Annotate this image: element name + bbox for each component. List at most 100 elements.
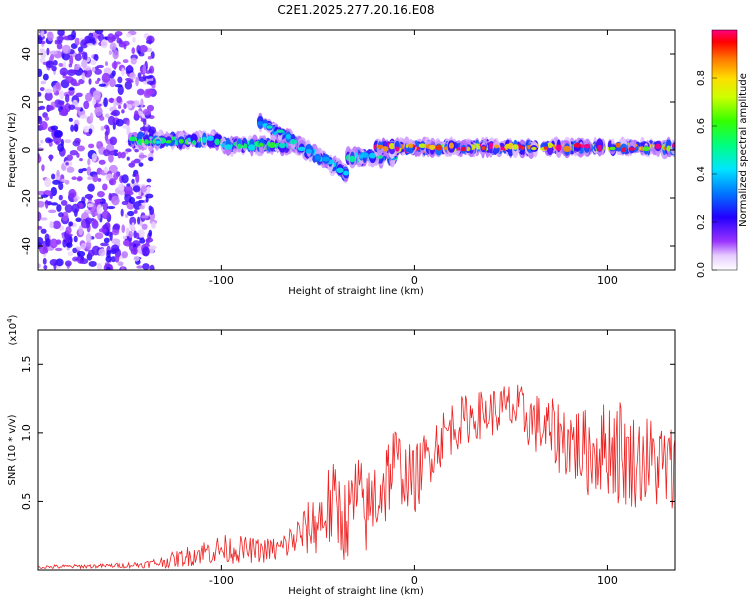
spectrogram-noise-blob [145, 70, 151, 74]
spectrogram-noise-blob [117, 261, 124, 267]
spectrogram-noise-blob [66, 242, 73, 248]
spectrogram-noise-blob [102, 202, 109, 212]
spectrogram-noise-blob [99, 115, 105, 121]
spectrogram-ridge-blob [278, 142, 286, 149]
spectrogram-noise-blob [142, 246, 150, 257]
spectrogram-noise-blob [44, 88, 53, 94]
spectrogram-ridge-blob [435, 144, 442, 151]
spectrogram-ridge-blob [289, 138, 298, 145]
spectrogram-noise-blob [80, 242, 86, 250]
y-tick-label: 1.5 [20, 356, 33, 374]
spectrogram-noise-blob [131, 160, 136, 166]
spectrogram-noise-blob [49, 238, 58, 249]
spectrogram-noise-blob [39, 57, 46, 64]
spectrogram-ridge-blob [266, 125, 273, 129]
y-tick-label: -40 [20, 237, 33, 255]
spectrogram-noise-blob [141, 223, 148, 230]
spectrogram-noise-blob [138, 199, 145, 204]
spectrogram-ridge-blob [408, 143, 414, 149]
spectrogram-noise-blob [88, 128, 93, 135]
spectrogram-noise-blob [109, 78, 116, 88]
spectrogram-noise-blob [127, 64, 132, 71]
spectrogram-noise-blob [102, 183, 108, 191]
spectrogram-ridge-blob [192, 140, 197, 146]
x-tick-label: -100 [209, 574, 234, 587]
spectrogram-noise-blob [132, 185, 141, 193]
spectrogram-noise-blob [126, 79, 134, 84]
spectrogram-noise-blob [104, 61, 109, 67]
spectrogram-ridge-blob [285, 133, 291, 140]
spectrogram-noise-blob [65, 226, 72, 235]
spectrogram-noise-blob [148, 156, 154, 162]
spectrogram-noise-blob [46, 105, 54, 111]
spectrogram-ridge-blob [214, 138, 220, 146]
spectrogram-noise-blob [76, 145, 85, 152]
spectrogram-noise-blob [100, 125, 105, 131]
spectrogram-noise-blob [68, 63, 73, 68]
snr-x-axis-label: Height of straight line (km) [288, 586, 424, 597]
spectrogram-chart: -100 0 100 -40 -20 0 20 40 Height of straight … [7, 29, 749, 297]
spectrogram-noise-blob [106, 205, 116, 210]
y-tick-label: 40 [20, 47, 33, 61]
spectrogram-noise-blob [38, 263, 41, 269]
spectrogram-noise-blob [107, 33, 115, 43]
spectrogram-noise-blob [145, 238, 150, 245]
spectrogram-noise-blob [125, 148, 132, 153]
spectrogram-noise-blob [59, 90, 65, 100]
spectrogram-noise-blob [108, 192, 113, 201]
spectrogram-noise-blob [54, 39, 59, 45]
spectrogram-noise-blob [65, 93, 70, 103]
spectrogram-ridge-blob [395, 146, 400, 152]
spectrogram-noise-blob [142, 64, 147, 74]
spectrogram-noise-blob [38, 91, 42, 97]
spectrogram-ridge-blob [276, 129, 284, 134]
spectrogram-noise-blob [68, 188, 77, 199]
spectrogram-noise-blob [46, 47, 50, 56]
spectrogram-noise-blob [137, 72, 142, 79]
spectrogram-ridge-blob [494, 144, 500, 149]
spectrogram-noise-blob [123, 43, 127, 50]
spectrogram-noise-blob [117, 85, 124, 96]
spectrogram-noise-blob [111, 244, 120, 253]
spectrogram-noise-blob [80, 39, 89, 49]
spectrogram-noise-blob [103, 149, 111, 157]
spectrogram-noise-blob [96, 64, 104, 69]
spectrogram-noise-blob [64, 102, 71, 113]
spectrogram-noise-blob [93, 53, 99, 62]
x-tick-label: 100 [597, 574, 618, 587]
spectrogram-noise-blob [67, 251, 74, 257]
spectrogram-noise-blob [145, 40, 153, 44]
spectrogram-ridge-blob [349, 155, 356, 163]
spectrogram-noise-blob [60, 199, 68, 206]
spectrogram-noise-blob [53, 99, 63, 108]
spectrogram-noise-blob [43, 265, 48, 270]
spectrogram-noise-blob [86, 166, 92, 176]
spectrogram-noise-blob [68, 117, 73, 122]
spectrogram-noise-blob [127, 210, 135, 217]
spectrogram-noise-blob [38, 190, 46, 196]
spectrogram-noise-blob [44, 116, 50, 121]
spectrogram-noise-blob [52, 60, 58, 66]
spectrogram-ridge-blob [360, 152, 369, 158]
spectrogram-ridge-blob [448, 142, 454, 149]
colorbar-tick-label: 0.6 [696, 118, 707, 134]
spectrogram-noise-blob [106, 266, 111, 270]
spectrogram-noise-blob [47, 138, 54, 143]
spectrogram-noise-blob [75, 217, 82, 222]
y-tick-label: -20 [20, 189, 33, 207]
spectrogram-noise-blob [126, 32, 132, 38]
spectrogram-noise-blob [122, 239, 130, 246]
colorbar-label: Normalized spectral amplitude [738, 73, 749, 227]
spectrogram-noise-blob [111, 195, 120, 206]
spectrogram-ridge-blob [178, 138, 184, 144]
spectrogram-ridge-blob [154, 140, 161, 144]
spectrogram-ridge-blob [336, 167, 344, 174]
spectrogram-noise-blob [77, 46, 84, 53]
spectrogram-noise-blob [103, 97, 108, 108]
spectrogram-noise-blob [148, 205, 152, 212]
spectrogram-ridge-blob [666, 145, 671, 152]
spectrogram-noise-blob [68, 69, 77, 74]
spectrogram-y-ticks: -40 -20 0 20 40 [20, 47, 675, 255]
spectrogram-noise-blob [111, 228, 120, 236]
spectrogram-noise-blob [96, 141, 101, 147]
